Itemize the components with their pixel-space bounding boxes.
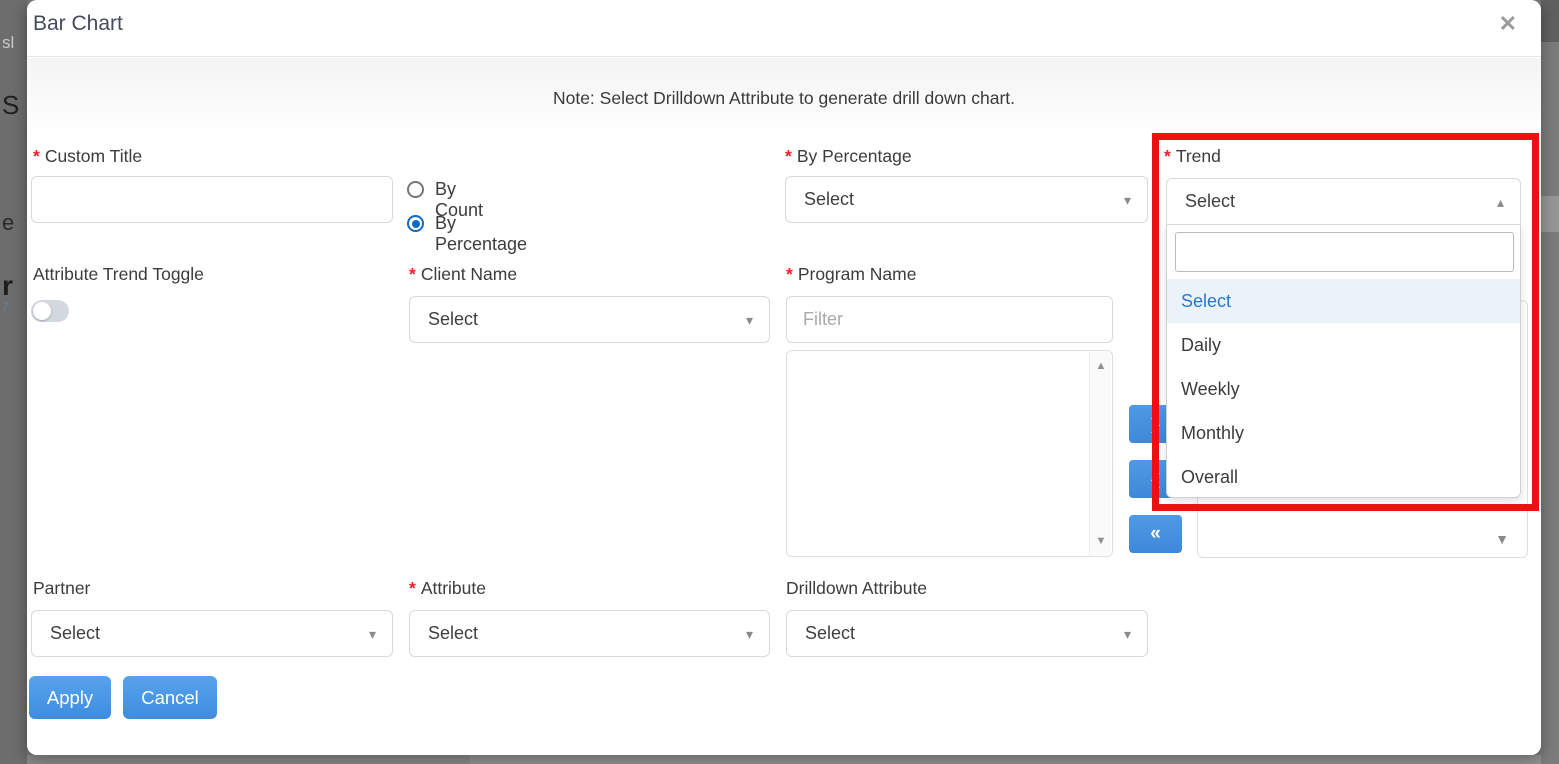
attribute-trend-toggle-label: Attribute Trend Toggle bbox=[33, 264, 204, 284]
background-block bbox=[27, 755, 470, 764]
attribute-select-value: Select bbox=[428, 623, 479, 643]
background-page-left: sl S e r 7 bbox=[0, 0, 27, 764]
drilldown-attribute-select-value: Select bbox=[805, 623, 856, 643]
custom-title-label-text: Custom Title bbox=[44, 146, 143, 166]
client-name-label: * Client Name bbox=[409, 264, 517, 285]
custom-title-label: * Custom Title bbox=[33, 146, 142, 167]
move-all-left-button[interactable]: « bbox=[1129, 515, 1182, 553]
background-block bbox=[1541, 0, 1559, 42]
background-page-right bbox=[1541, 0, 1559, 764]
background-text-fragment: S bbox=[2, 90, 20, 120]
close-icon[interactable]: ✕ bbox=[1498, 11, 1517, 36]
trend-label-text: Trend bbox=[1175, 146, 1221, 166]
trend-label: * Trend bbox=[1164, 146, 1221, 167]
radio-by-percentage-circle[interactable] bbox=[407, 215, 424, 232]
program-name-label: * Program Name bbox=[786, 264, 916, 285]
client-name-select[interactable]: Select ▾ bbox=[409, 296, 770, 343]
caret-up-icon: ▴ bbox=[1496, 194, 1504, 210]
trend-option-monthly[interactable]: Monthly bbox=[1181, 423, 1245, 443]
attribute-select[interactable]: Select ▾ bbox=[409, 610, 770, 657]
trend-option-select[interactable]: Select bbox=[1167, 279, 1520, 323]
caret-down-icon: ▾ bbox=[368, 626, 376, 642]
program-name-label-text: Program Name bbox=[797, 264, 917, 284]
scroll-up-icon[interactable]: ▲ bbox=[1095, 360, 1107, 372]
trend-dropdown-options: Select Daily Weekly Monthly Overall bbox=[1167, 279, 1520, 499]
radio-by-percentage-label: By Percentage bbox=[435, 213, 528, 254]
listbox-scrollbar[interactable]: ▲ ▼ bbox=[1089, 352, 1111, 555]
program-available-listbox[interactable]: ▲ ▼ bbox=[786, 350, 1113, 557]
by-percentage-select-value: Select bbox=[804, 189, 855, 209]
trend-dropdown-panel: Select Daily Weekly Monthly Overall bbox=[1166, 224, 1521, 498]
toggle-knob[interactable] bbox=[33, 302, 51, 320]
by-percentage-select[interactable]: Select ▾ bbox=[785, 176, 1148, 223]
required-marker: * bbox=[785, 146, 792, 166]
attribute-trend-toggle[interactable] bbox=[31, 300, 69, 322]
caret-down-icon: ▼ bbox=[1495, 531, 1509, 547]
attribute-label: * Attribute bbox=[409, 578, 486, 599]
apply-button[interactable]: Apply bbox=[29, 676, 111, 719]
drilldown-attribute-select[interactable]: Select ▾ bbox=[786, 610, 1148, 657]
trend-option-daily[interactable]: Daily bbox=[1181, 335, 1222, 355]
bar-chart-modal: Bar Chart ✕ Note: Select Drilldown Attri… bbox=[27, 0, 1541, 755]
custom-title-input[interactable] bbox=[31, 176, 393, 223]
drilldown-note: Note: Select Drilldown Attribute to gene… bbox=[552, 88, 1016, 108]
caret-down-icon: ▾ bbox=[745, 312, 753, 328]
caret-down-icon: ▾ bbox=[745, 626, 753, 642]
trend-option-overall[interactable]: Overall bbox=[1181, 467, 1239, 487]
client-name-select-value: Select bbox=[428, 309, 479, 329]
modal-header: Bar Chart ✕ bbox=[27, 0, 1541, 57]
background-page-bottom bbox=[27, 755, 1541, 764]
by-percentage-label: * By Percentage bbox=[785, 146, 912, 167]
trend-select[interactable]: Select ▴ bbox=[1166, 178, 1521, 225]
scroll-down-icon[interactable]: ▼ bbox=[1095, 535, 1107, 547]
trend-option-weekly[interactable]: Weekly bbox=[1181, 379, 1240, 399]
client-name-label-text: Client Name bbox=[420, 264, 518, 284]
radio-by-count-label: By Count bbox=[435, 179, 484, 220]
radio-by-count-circle[interactable] bbox=[407, 181, 424, 198]
trend-select-value: Select bbox=[1185, 191, 1236, 211]
required-marker: * bbox=[1164, 146, 1171, 166]
background-text-fragment: 7 bbox=[2, 300, 9, 314]
background-block bbox=[1541, 196, 1559, 232]
required-marker: * bbox=[33, 146, 40, 166]
required-marker: * bbox=[409, 578, 416, 598]
trend-dropdown-search-input[interactable] bbox=[1175, 232, 1514, 272]
required-marker: * bbox=[786, 264, 793, 284]
background-text-fragment: r bbox=[2, 270, 13, 301]
caret-down-icon: ▾ bbox=[1123, 626, 1131, 642]
cancel-button[interactable]: Cancel bbox=[123, 676, 217, 719]
partner-select[interactable]: Select ▾ bbox=[31, 610, 393, 657]
modal-title: Bar Chart bbox=[33, 12, 123, 35]
by-percentage-label-text: By Percentage bbox=[796, 146, 912, 166]
background-text-fragment: sl bbox=[2, 33, 15, 52]
caret-down-icon: ▾ bbox=[1123, 192, 1131, 208]
program-filter-input[interactable] bbox=[786, 296, 1113, 343]
attribute-label-text: Attribute bbox=[420, 578, 486, 598]
background-text-fragment: e bbox=[2, 210, 15, 235]
partner-label: Partner bbox=[33, 578, 91, 598]
required-marker: * bbox=[409, 264, 416, 284]
drilldown-attribute-label: Drilldown Attribute bbox=[786, 578, 928, 598]
partner-select-value: Select bbox=[50, 623, 101, 643]
